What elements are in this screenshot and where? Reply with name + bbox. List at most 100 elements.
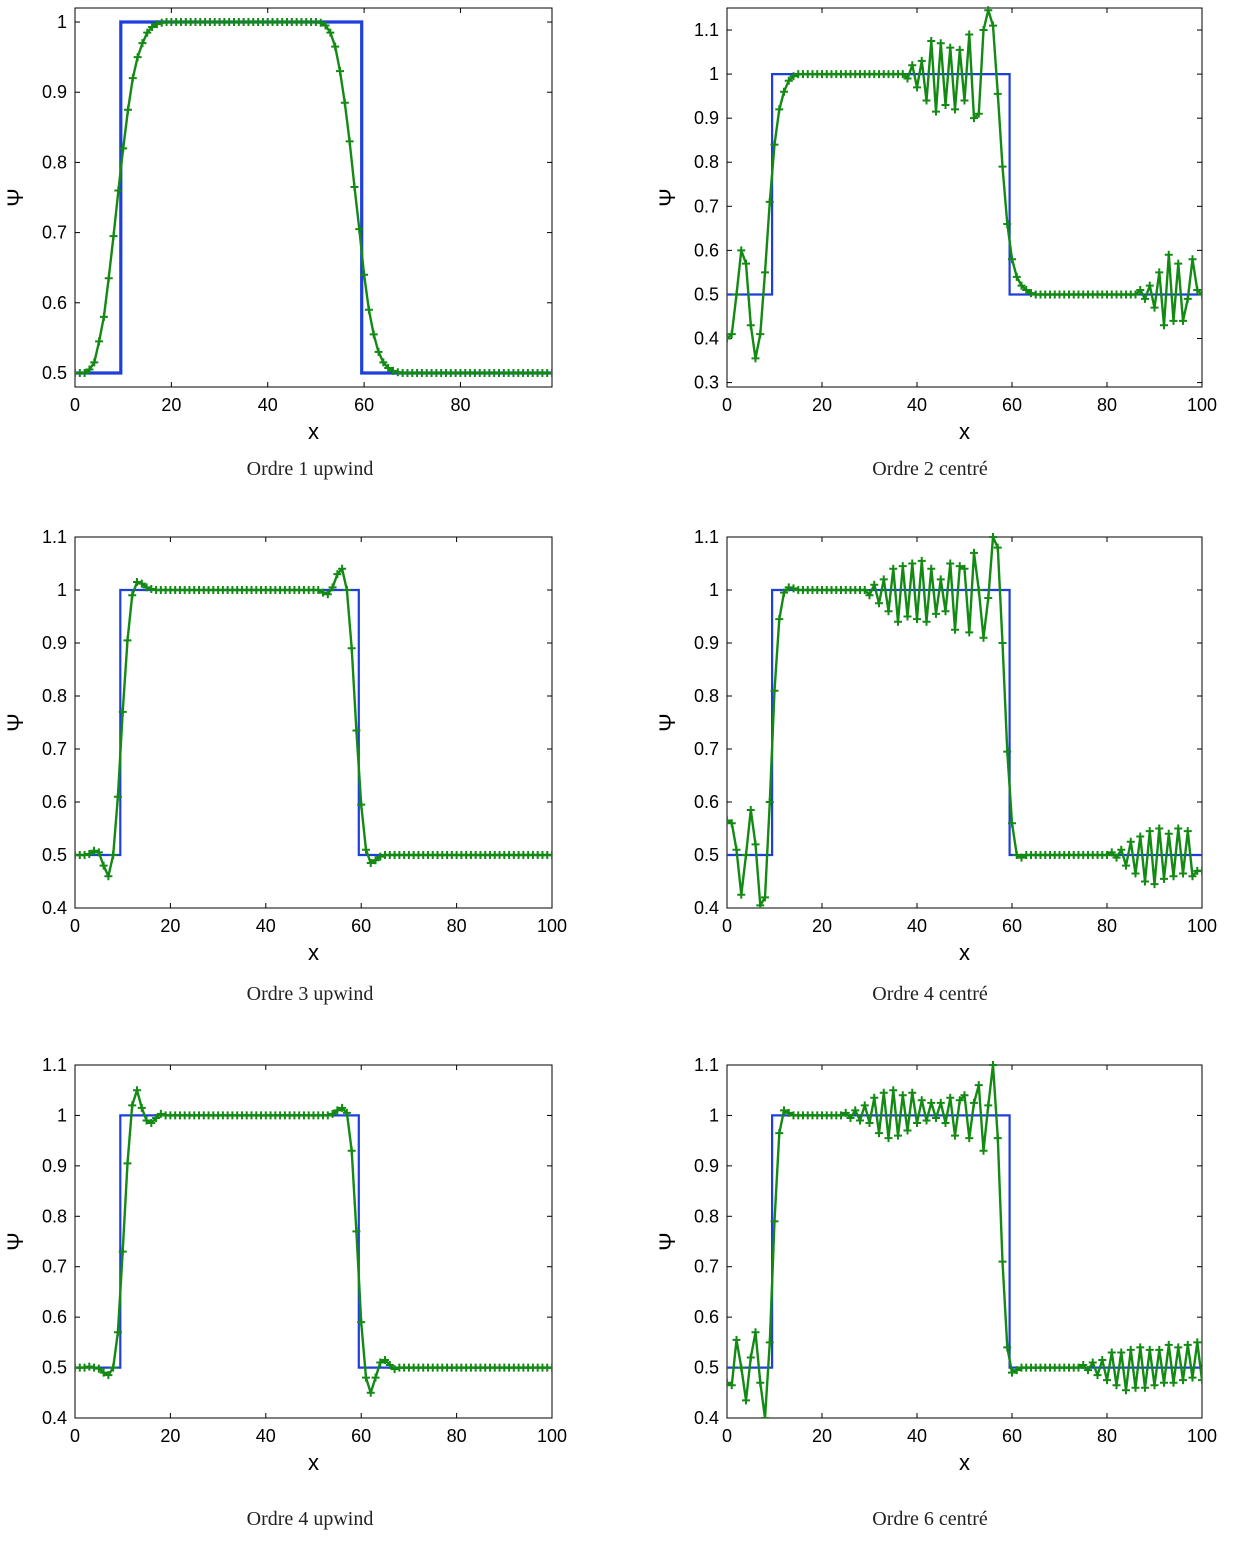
series-numeric-marker: [1017, 281, 1026, 290]
series-numeric-marker: [737, 246, 746, 255]
series-numeric-marker: [756, 330, 765, 339]
series-numeric-marker: [1003, 747, 1012, 756]
y-tick-label: 1.1: [694, 20, 719, 40]
series-numeric-marker: [133, 1086, 142, 1095]
chart-svg-2: 0 20 40 60 80 100 0.3 0.4 0.5 0.6 0.7 0.8 0.9 1 1.1 x Ψ: [655, 6, 1217, 444]
series-numeric-marker: [389, 366, 397, 375]
y-tick-label: 0.8: [694, 152, 719, 172]
series-numeric-marker: [974, 109, 983, 118]
chart-svg-5: 0 20 40 60 80 100 0.4 0.5 0.6 0.7 0.8 0.9 1 1.1 x Ψ: [3, 1055, 567, 1475]
x-axis-label: x: [308, 940, 319, 965]
series-numeric-marker: [80, 368, 89, 377]
y-axis-label: Ψ: [655, 188, 680, 206]
series-numeric-marker: [965, 30, 974, 39]
x-tick-label: 20: [160, 916, 180, 936]
series-numeric-marker: [1131, 1383, 1140, 1392]
series-numeric-marker: [1155, 268, 1164, 277]
series-numeric-marker: [1117, 845, 1126, 854]
series-numeric-marker: [366, 1388, 375, 1397]
series-numeric-marker: [989, 1061, 997, 1069]
series-numeric-marker: [1198, 1376, 1202, 1385]
series-numeric-marker: [851, 1106, 860, 1115]
series-numeric-marker: [1145, 281, 1154, 290]
series-numeric-marker: [1160, 321, 1168, 330]
series-numeric-marker: [1169, 872, 1178, 881]
x-tick-label: 60: [351, 1426, 371, 1446]
series-numeric-marker: [970, 1098, 978, 1107]
series-numeric-marker: [1027, 289, 1035, 298]
series-numeric-marker: [376, 852, 385, 861]
series-numeric-marker: [355, 225, 364, 234]
series-numeric-marker: [364, 305, 373, 314]
series-numeric-marker: [932, 1113, 940, 1122]
series-numeric-marker: [152, 20, 161, 29]
series-numeric-marker: [1183, 827, 1192, 836]
y-tick-label: 0.7: [42, 739, 67, 759]
series-numeric-marker: [927, 37, 936, 46]
plot-frame: [726, 536, 1203, 909]
y-tick-label: 0.6: [694, 240, 719, 260]
series-numeric-marker: [342, 1108, 351, 1117]
series-numeric-marker: [1131, 290, 1140, 299]
x-tick-label: 20: [160, 1426, 180, 1446]
series-numeric-marker: [1179, 1376, 1187, 1385]
series-numeric-marker: [1188, 255, 1197, 264]
y-tick-label: 0.5: [694, 1358, 719, 1378]
series-numeric-marker: [321, 21, 330, 30]
series-numeric-marker: [913, 615, 921, 624]
series-numeric-marker: [1164, 250, 1173, 259]
y-tick-label: 0.5: [694, 845, 719, 865]
x-tick-label: 20: [812, 1426, 832, 1446]
series-numeric-marker: [99, 1368, 108, 1377]
series-numeric-marker: [1112, 1381, 1121, 1390]
series-numeric-marker: [913, 1118, 921, 1127]
series-numeric-marker: [742, 851, 750, 859]
series-numeric-marker: [989, 533, 997, 541]
series-numeric-marker: [1193, 286, 1202, 295]
y-axis-label: Ψ: [3, 1232, 28, 1250]
series-numeric-marker: [1103, 851, 1111, 859]
series-numeric-marker: [936, 575, 945, 584]
series-numeric-marker: [123, 1159, 132, 1168]
x-tick-label: 0: [70, 395, 80, 415]
series-numeric-marker: [1174, 1343, 1183, 1352]
chart-svg-6: 0 20 40 60 80 100 0.4 0.5 0.6 0.7 0.8 0.9 1 1.1 x Ψ: [655, 1055, 1217, 1475]
series-numeric-marker: [894, 1131, 902, 1140]
series-numeric-marker: [109, 232, 118, 241]
series-numeric-marker: [727, 330, 736, 339]
series-numeric-marker: [113, 792, 122, 801]
series-numeric-marker: [331, 42, 340, 51]
series-numeric-marker: [927, 1098, 936, 1107]
series-numeric-marker: [908, 61, 917, 70]
series-numeric-marker: [936, 1098, 945, 1107]
series-numeric-marker: [113, 1328, 122, 1337]
series-numeric-marker: [922, 96, 931, 105]
plot-data: [75, 564, 552, 881]
series-numeric-marker: [1188, 1373, 1197, 1382]
x-axis-label: x: [308, 1450, 319, 1475]
x-tick-label: 80: [450, 395, 470, 415]
series-numeric-marker: [147, 584, 156, 593]
series-numeric-marker: [85, 1362, 94, 1371]
series-numeric-marker: [737, 890, 746, 899]
series-numeric-marker: [1179, 869, 1187, 878]
series-numeric-marker: [1126, 1345, 1135, 1354]
series-numeric-marker: [347, 1146, 356, 1155]
series-numeric-marker: [780, 588, 788, 597]
x-tick-label: 80: [1097, 1426, 1117, 1446]
series-numeric-marker: [548, 1363, 552, 1372]
series-numeric-marker: [894, 617, 902, 626]
series-numeric-marker: [974, 1081, 983, 1090]
x-tick-label: 0: [70, 916, 80, 936]
series-numeric-marker: [316, 18, 325, 27]
series-numeric-marker: [946, 43, 955, 52]
y-tick-label: 1.1: [42, 527, 67, 547]
series-numeric-marker: [118, 707, 127, 716]
x-tick-label: 80: [1097, 916, 1117, 936]
chart-caption-3: Ordre 3 upwind: [246, 983, 374, 1005]
series-numeric-marker: [898, 562, 907, 571]
series-numeric-marker: [1122, 1386, 1130, 1395]
series-numeric-marker: [889, 1086, 898, 1095]
x-axis-label: x: [308, 419, 319, 444]
series-numeric-marker: [951, 105, 959, 114]
